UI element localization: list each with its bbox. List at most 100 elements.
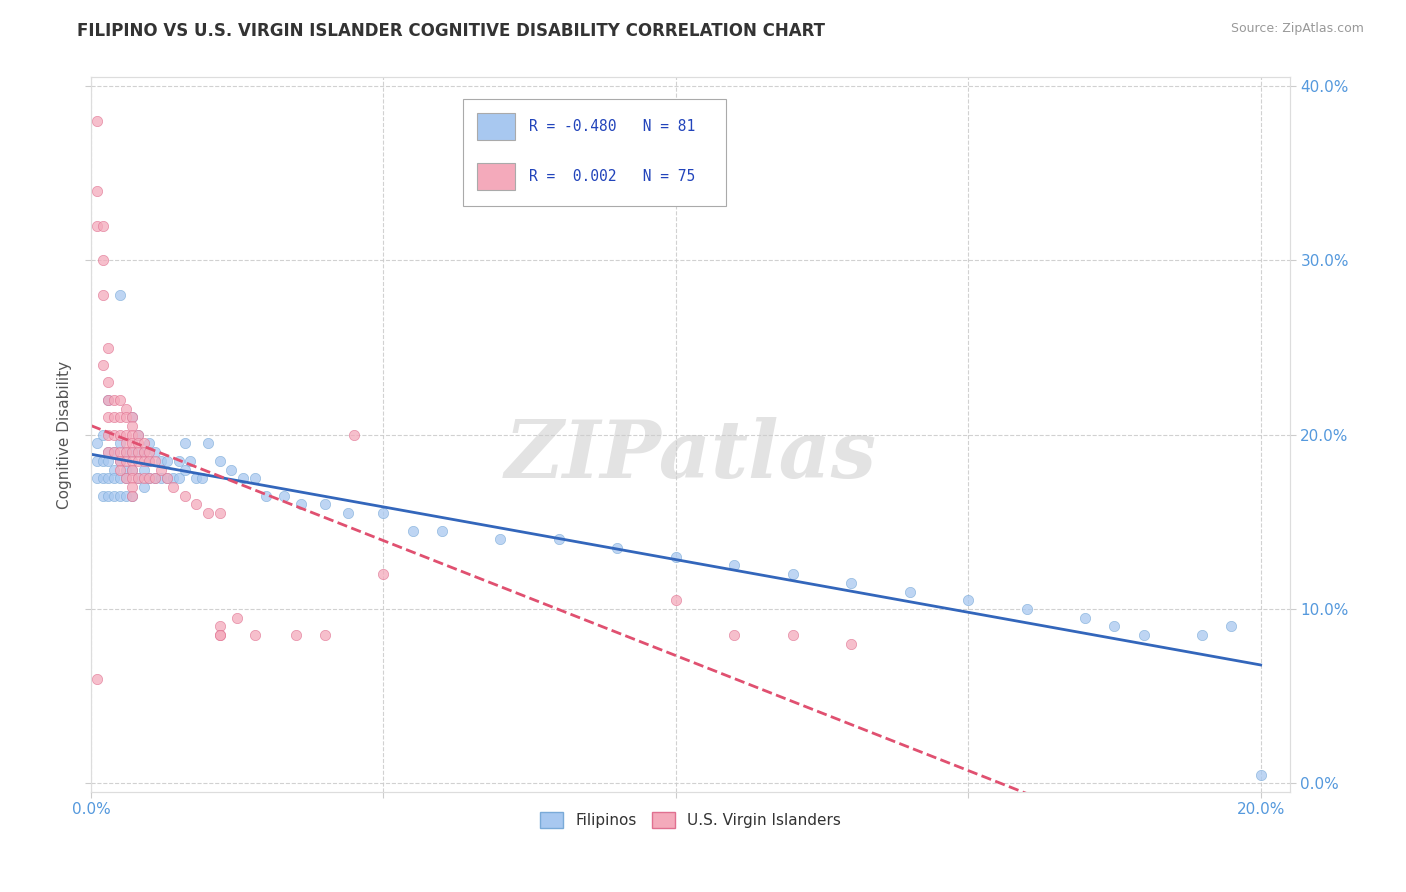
Point [162, 471, 184, 485]
Point [723, 628, 745, 642]
Point [115, 471, 138, 485]
Point [103, 445, 125, 459]
Point [132, 436, 155, 450]
Point [108, 427, 131, 442]
Point [121, 454, 143, 468]
Point [91, 427, 114, 442]
FancyBboxPatch shape [477, 113, 516, 140]
Point [782, 567, 804, 582]
Point [127, 445, 149, 459]
Point [167, 471, 190, 485]
Point [606, 541, 628, 555]
Point [115, 471, 138, 485]
Point [197, 436, 219, 450]
Text: ZIPatlas: ZIPatlas [505, 417, 876, 495]
Point [108, 436, 131, 450]
Text: Source: ZipAtlas.com: Source: ZipAtlas.com [1230, 22, 1364, 36]
Point [127, 427, 149, 442]
FancyBboxPatch shape [477, 163, 516, 190]
Point [197, 506, 219, 520]
Point [337, 506, 360, 520]
Point [115, 427, 138, 442]
Point [108, 454, 131, 468]
Point [186, 471, 208, 485]
Point [121, 480, 143, 494]
Point [138, 436, 160, 450]
Point [1104, 619, 1126, 633]
Point [254, 489, 277, 503]
Point [115, 445, 138, 459]
Point [132, 462, 155, 476]
Point [127, 445, 149, 459]
Point [127, 471, 149, 485]
Point [121, 436, 143, 450]
Point [401, 524, 423, 538]
Point [547, 533, 569, 547]
Point [121, 419, 143, 434]
Point [273, 489, 295, 503]
Point [108, 489, 131, 503]
Point [121, 462, 143, 476]
Point [314, 628, 336, 642]
Point [150, 462, 173, 476]
Point [243, 471, 266, 485]
Legend: Filipinos, U.S. Virgin Islanders: Filipinos, U.S. Virgin Islanders [534, 806, 846, 834]
Point [489, 533, 512, 547]
Point [86, 114, 108, 128]
Point [1132, 628, 1154, 642]
Point [121, 445, 143, 459]
FancyBboxPatch shape [463, 99, 727, 206]
Point [156, 471, 179, 485]
Point [127, 471, 149, 485]
Point [373, 506, 395, 520]
Point [162, 480, 184, 494]
Point [138, 471, 160, 485]
Point [1191, 628, 1213, 642]
Point [115, 489, 138, 503]
Point [91, 358, 114, 372]
Point [208, 619, 231, 633]
Point [103, 392, 125, 407]
Point [103, 471, 125, 485]
Text: FILIPINO VS U.S. VIRGIN ISLANDER COGNITIVE DISABILITY CORRELATION CHART: FILIPINO VS U.S. VIRGIN ISLANDER COGNITI… [77, 22, 825, 40]
Point [373, 567, 395, 582]
Point [121, 410, 143, 425]
Y-axis label: Cognitive Disability: Cognitive Disability [58, 360, 72, 508]
Point [91, 288, 114, 302]
Point [957, 593, 980, 607]
Point [132, 445, 155, 459]
Point [103, 427, 125, 442]
Point [132, 471, 155, 485]
Point [97, 392, 120, 407]
Point [173, 436, 195, 450]
Point [121, 462, 143, 476]
Point [150, 471, 173, 485]
Point [1015, 602, 1038, 616]
Point [132, 445, 155, 459]
Point [108, 410, 131, 425]
Point [115, 462, 138, 476]
Point [132, 480, 155, 494]
Point [91, 471, 114, 485]
Point [91, 489, 114, 503]
Point [430, 524, 453, 538]
Point [121, 445, 143, 459]
Point [1250, 767, 1272, 781]
Point [97, 376, 120, 390]
Point [314, 497, 336, 511]
Point [290, 497, 312, 511]
Point [86, 672, 108, 686]
Point [221, 462, 243, 476]
Point [86, 436, 108, 450]
Point [103, 410, 125, 425]
Point [86, 471, 108, 485]
Point [782, 628, 804, 642]
Point [108, 445, 131, 459]
Point [91, 219, 114, 233]
Text: R = -0.480   N = 81: R = -0.480 N = 81 [529, 120, 695, 134]
Point [150, 454, 173, 468]
Point [138, 454, 160, 468]
Point [97, 427, 120, 442]
Point [167, 454, 190, 468]
Point [208, 454, 231, 468]
